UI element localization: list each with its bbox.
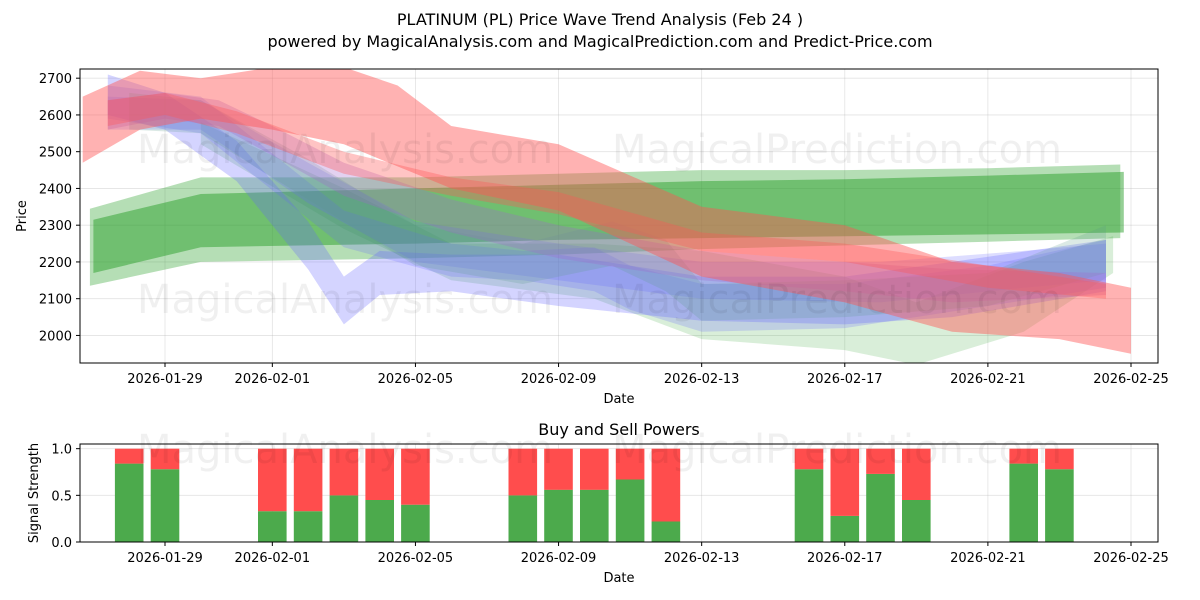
signal-y-tick-label: 1.0: [51, 443, 72, 458]
price-grid: [80, 69, 1158, 363]
sell-power-bar: [866, 448, 895, 474]
wave-band-green-wave-3: [200, 122, 1114, 363]
buy-power-bar: [114, 463, 144, 542]
sell-power-bar: [830, 448, 860, 516]
figure-subtitle: powered by MagicalAnalysis.com and Magic…: [267, 32, 932, 51]
buy-power-bar: [508, 495, 538, 542]
wave-band-purple-wave: [107, 92, 1107, 303]
signal-x-tick-label: 2026-02-09: [521, 551, 597, 566]
signal-x-tick-label: 2026-01-29: [127, 551, 203, 566]
signal-x-tick-label: 2026-02-13: [664, 551, 740, 566]
price-x-axis-label: Date: [603, 392, 634, 407]
buy-power-bar: [1009, 463, 1038, 542]
buy-power-bar: [830, 515, 860, 542]
signal-x-tick-label: 2026-02-21: [950, 551, 1026, 566]
price-y-axis-label: Price: [15, 200, 30, 232]
price-y-tick-label: 2500: [39, 146, 72, 161]
buy-power-bar: [902, 500, 931, 542]
signal-y-tick-label: 0.0: [51, 536, 72, 551]
buy-power-bar: [651, 521, 681, 542]
signal-x-tick-label: 2026-02-25: [1093, 551, 1169, 566]
sell-power-bar: [258, 448, 287, 512]
price-plot-frame: [79, 68, 1159, 364]
buy-power-bar: [293, 511, 323, 542]
wave-band-teal-wave: [129, 92, 1106, 321]
signal-x-ticks: 2026-01-29 2026-02-01 2026-02-05 2026-02-09…: [127, 542, 1169, 566]
wave-band-green-wave-2: [93, 171, 1124, 273]
price-y-tick-label: 2200: [39, 256, 72, 271]
wave-band-blue-wave-2: [107, 85, 1107, 332]
signal-y-axis-label: Signal Strength: [27, 443, 42, 543]
sell-power-bar: [365, 448, 394, 500]
buy-power-bar: [329, 495, 359, 542]
price-y-tick-label: 2600: [39, 109, 72, 124]
wave-band-red-wave-1: [82, 69, 1131, 354]
sell-power-bar: [508, 448, 538, 496]
price-x-tick-label: 2026-02-21: [950, 372, 1026, 387]
sell-power-bar: [1009, 448, 1038, 464]
signal-x-tick-label: 2026-02-01: [235, 551, 311, 566]
price-x-tick-label: 2026-02-05: [378, 372, 454, 387]
sell-power-bar: [401, 448, 430, 505]
price-y-tick-label: 2400: [39, 182, 72, 197]
price-x-tick-label: 2026-01-29: [127, 372, 203, 387]
sell-power-bar: [150, 448, 180, 470]
price-x-tick-label: 2026-02-01: [235, 372, 311, 387]
signal-x-axis-label: Date: [603, 571, 634, 586]
signal-chart: Buy and Sell Powers MagicalAnalysis.com …: [27, 420, 1169, 586]
watermark-analysis-bottom: MagicalAnalysis.com: [137, 427, 553, 473]
price-y-tick-label: 2100: [39, 293, 72, 308]
signal-y-tick-label: 0.5: [51, 489, 72, 504]
sell-power-bar: [293, 448, 323, 512]
buy-power-bar: [866, 473, 895, 542]
sell-power-bar: [544, 448, 573, 490]
buy-power-bar: [365, 500, 394, 542]
sell-power-bar: [329, 448, 359, 496]
signal-y-ticks: 0.0 0.5 1.0: [51, 443, 80, 551]
sell-power-bar: [794, 448, 824, 470]
signal-x-tick-label: 2026-02-17: [807, 551, 883, 566]
price-x-tick-label: 2026-02-09: [521, 372, 597, 387]
sell-power-bar: [651, 448, 681, 522]
price-x-tick-label: 2026-02-25: [1093, 372, 1169, 387]
price-y-ticks: 2000 2100 2200 2300 2400 2500 2600 2700: [39, 72, 80, 344]
price-y-tick-label: 2300: [39, 219, 72, 234]
sell-power-bar: [902, 448, 931, 500]
buy-power-bar: [258, 511, 287, 542]
price-x-tick-label: 2026-02-13: [664, 372, 740, 387]
watermark-prediction-bottom: MagicalPrediction.com: [612, 427, 1062, 473]
buy-power-bar: [150, 469, 180, 542]
sell-power-bar: [1045, 448, 1074, 470]
sell-power-bar: [114, 448, 144, 464]
price-x-tick-label: 2026-02-17: [807, 372, 883, 387]
price-y-tick-label: 2700: [39, 72, 72, 87]
signal-plot-frame: [79, 443, 1159, 543]
price-wave-bands: [82, 69, 1131, 363]
watermark-prediction-mid: MagicalPrediction.com: [612, 277, 1062, 323]
sell-power-bar: [615, 448, 645, 480]
buy-power-bar: [1045, 469, 1074, 542]
wave-band-red-wave-2: [107, 92, 1107, 299]
price-x-ticks: 2026-01-29 2026-02-01 2026-02-05 2026-02-09…: [127, 363, 1169, 387]
sell-power-bar: [580, 448, 609, 490]
signal-x-tick-label: 2026-02-05: [378, 551, 454, 566]
buy-power-bar: [794, 469, 824, 542]
figure-title: PLATINUM (PL) Price Wave Trend Analysis …: [397, 10, 803, 29]
buy-power-bar: [580, 489, 609, 542]
watermark-analysis-top: MagicalAnalysis.com: [137, 127, 553, 173]
watermark-analysis-mid: MagicalAnalysis.com: [137, 277, 553, 323]
watermark-prediction-top: MagicalPrediction.com: [612, 127, 1062, 173]
buy-power-bar: [615, 479, 645, 542]
signal-chart-title: Buy and Sell Powers: [538, 420, 700, 439]
wave-band-blue-wave-1: [107, 74, 1107, 325]
buy-power-bar: [401, 504, 430, 542]
signal-bars: [114, 448, 1074, 542]
price-y-tick-label: 2000: [39, 329, 72, 344]
buy-power-bar: [544, 489, 573, 542]
wave-band-blue-wave-3: [107, 96, 1107, 303]
price-chart: MagicalAnalysis.com MagicalPrediction.co…: [15, 68, 1169, 407]
